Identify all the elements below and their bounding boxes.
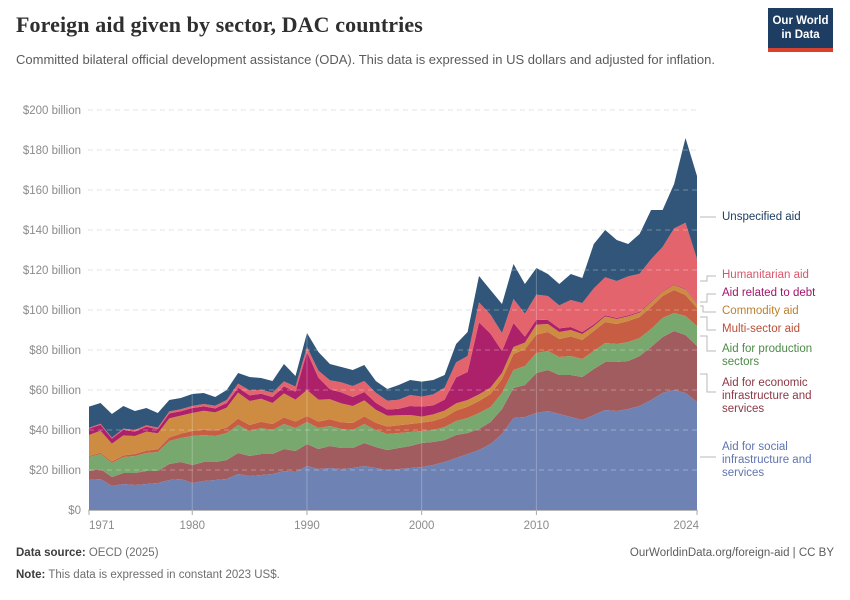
x-axis-tick-label: 2024 [673, 520, 699, 532]
owid-attribution-link[interactable]: OurWorldinData.org/foreign-aid | CC BY [629, 547, 834, 559]
data-source-value: OECD (2025) [85, 547, 159, 559]
x-axis-tick-label: 1980 [179, 520, 205, 532]
x-axis-tick-label: 2000 [409, 520, 435, 532]
y-axis-tick-label: $20 billion [29, 465, 81, 477]
legend-item-multi-sector-aid[interactable]: Multi-sector aid [722, 323, 800, 335]
x-axis-tick-label: 2010 [524, 520, 550, 532]
connector-aid-related-to-debt [700, 293, 716, 303]
legend-item-economic-infrastructure[interactable]: Aid for economic infrastructure and serv… [722, 377, 812, 416]
chart-subtitle: Committed bilateral official development… [16, 52, 715, 67]
axis-labels: $0 $20 billion $40 billion $60 billion $80 b… [23, 105, 700, 532]
legend-connector-lines [700, 216, 716, 458]
chart-area-layers [89, 138, 697, 510]
y-axis-tick-label: $160 billion [23, 185, 81, 197]
y-axis-tick-label: $140 billion [23, 225, 81, 237]
note-label: Note: [16, 569, 46, 581]
y-axis-tick-label: $180 billion [23, 145, 81, 157]
area-aid-related-to-debt [89, 284, 697, 444]
gridline-overlays [89, 109, 697, 510]
legend-item-aid-related-to-debt[interactable]: Aid related to debt [722, 287, 816, 299]
connector-multi-sector-aid [700, 316, 716, 331]
connector-commodity-aid [700, 305, 716, 313]
y-axis-tick-label: $80 billion [29, 345, 81, 357]
connector-economic-infrastructure [700, 373, 716, 393]
area-unspecified-aid [89, 138, 697, 438]
legend-item-humanitarian-aid[interactable]: Humanitarian aid [722, 269, 809, 281]
area-aid-for-production-sectors [89, 313, 697, 477]
y-axis-tick-label: $0 [68, 505, 81, 517]
area-aid-for-economic-infrastructure-and-services [89, 331, 697, 486]
page-title: Foreign aid given by sector, DAC countri… [16, 12, 423, 37]
y-axis-tick-label: $100 billion [23, 305, 81, 317]
y-axis-tick-label: $40 billion [29, 425, 81, 437]
data-source-line: Data source: OECD (2025) [16, 547, 159, 559]
owid-logo: Our World in Data [768, 8, 833, 52]
note-line: Note: This data is expressed in constant… [16, 569, 280, 581]
legend-item-production-sectors[interactable]: Aid for production sectors [722, 343, 813, 369]
area-multi-sector-aid [89, 290, 697, 463]
x-axis-tick-label: 1990 [294, 520, 320, 532]
connector-production-sectors [700, 335, 716, 352]
legend-item-unspecified-aid[interactable]: Unspecified aid [722, 211, 801, 223]
x-axis-tick-label: 1971 [89, 520, 115, 532]
area-aid-for-social-infrastructure-and-services [89, 390, 697, 510]
y-axis-tick-label: $60 billion [29, 385, 81, 397]
y-axis-tick-label: $120 billion [23, 265, 81, 277]
owid-logo-line1: Our World [772, 15, 829, 27]
connector-humanitarian-aid [700, 275, 716, 282]
legend-item-social-infrastructure[interactable]: Aid for social infrastructure and servic… [722, 441, 812, 480]
note-value: This data is expressed in constant 2023 … [45, 569, 280, 581]
y-axis-tick-label: $200 billion [23, 105, 81, 117]
legend-item-commodity-aid[interactable]: Commodity aid [722, 305, 799, 317]
data-source-label: Data source: [16, 547, 86, 559]
area-commodity-aid [89, 285, 697, 462]
owid-logo-line2: in Data [781, 29, 820, 42]
